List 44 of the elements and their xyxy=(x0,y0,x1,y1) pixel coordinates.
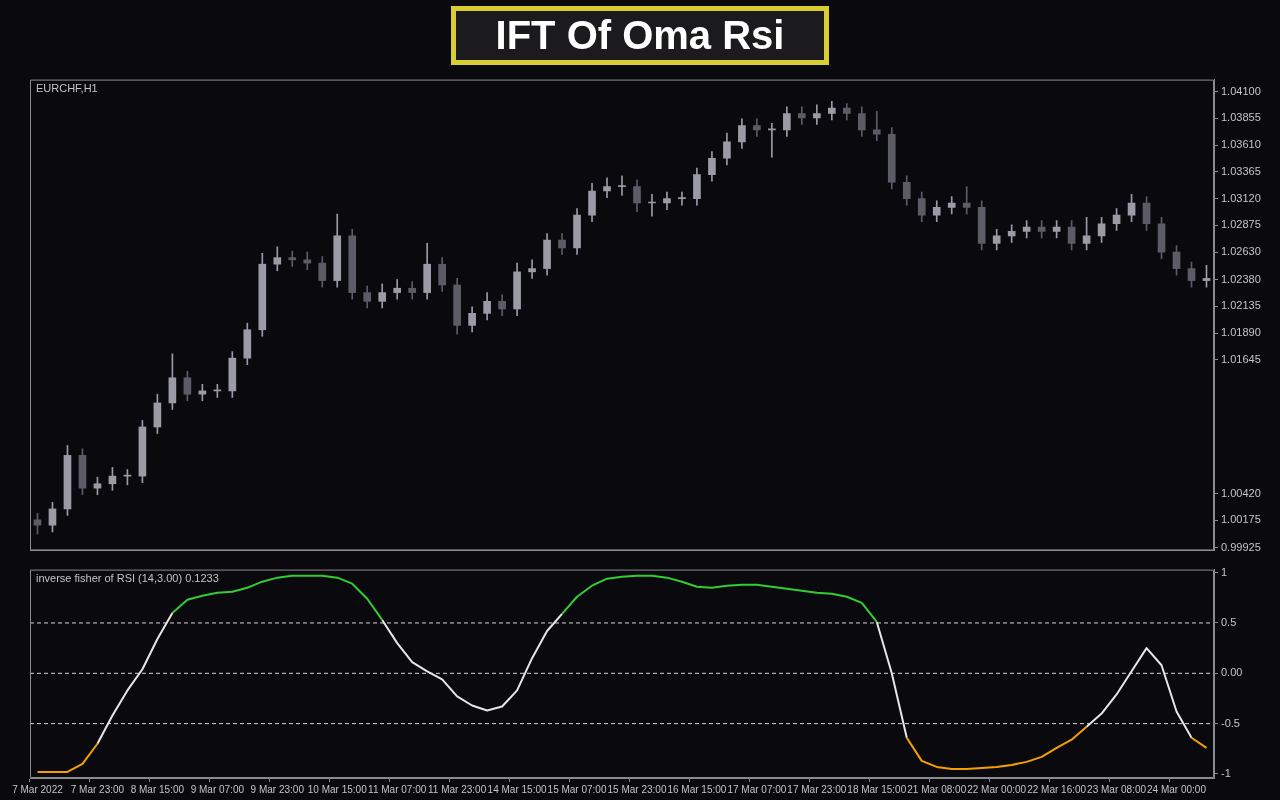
y-tick-label: 1.02630 xyxy=(1221,245,1261,258)
x-tick-label: 15 Mar 23:00 xyxy=(607,783,667,795)
y-tick-label: 1.03610 xyxy=(1221,138,1261,151)
x-tick-label: 10 Mar 15:00 xyxy=(307,783,368,795)
candlestick xyxy=(618,175,626,196)
x-tick-label: 15 Mar 07:00 xyxy=(547,783,607,795)
y-tick-label: 0.99925 xyxy=(1221,540,1261,553)
x-tick-label: 9 Mar 07:00 xyxy=(190,783,245,795)
x-tick-label: 11 Mar 07:00 xyxy=(368,783,427,795)
chart-subtitle: EURCHF,H1 xyxy=(36,82,98,95)
y-tick-label: 0.00 xyxy=(1221,666,1243,679)
y-tick-label: 1.01645 xyxy=(1221,352,1261,365)
chart-title: IFT Of Oma Rsi xyxy=(495,12,785,57)
x-tick-label: 23 Mar 08:00 xyxy=(1087,783,1147,795)
y-tick-label: 1.02135 xyxy=(1221,299,1261,312)
x-tick-label: 17 Mar 07:00 xyxy=(727,783,787,795)
y-tick-label: 1.01890 xyxy=(1221,326,1261,339)
y-tick-label: 1.03120 xyxy=(1221,191,1261,204)
x-tick-label: 17 Mar 23:00 xyxy=(787,783,847,795)
x-tick-label: 11 Mar 23:00 xyxy=(428,783,487,795)
y-tick-label: 1.04100 xyxy=(1221,84,1261,97)
x-tick-label: 24 Mar 00:00 xyxy=(1147,783,1207,795)
y-tick-label: -1 xyxy=(1221,767,1231,779)
x-tick-label: 18 Mar 15:00 xyxy=(847,783,907,795)
x-tick-label: 7 Mar 2022 xyxy=(12,783,64,795)
y-tick-label: 1.02380 xyxy=(1221,272,1261,285)
y-tick-label: 1.00175 xyxy=(1221,513,1261,526)
y-tick-label: 1.02875 xyxy=(1221,218,1261,231)
chart-title: inverse fisher of RSI (14,3.00) 0.1233 xyxy=(36,572,219,585)
y-tick-label: 1.00420 xyxy=(1221,486,1261,499)
x-tick-label: 14 Mar 15:00 xyxy=(487,783,547,795)
y-tick-label: -0.5 xyxy=(1221,716,1240,729)
x-tick-label: 21 Mar 08:00 xyxy=(907,783,967,795)
candlestick xyxy=(678,191,686,206)
y-tick-label: 1.03365 xyxy=(1221,164,1261,177)
x-tick-label: 22 Mar 00:00 xyxy=(967,783,1027,795)
y-tick-label: 0.5 xyxy=(1221,615,1237,628)
x-tick-label: 16 Mar 15:00 xyxy=(667,783,727,795)
x-tick-label: 7 Mar 23:00 xyxy=(70,783,125,795)
y-tick-label: 1 xyxy=(1221,565,1228,578)
y-tick-label: 1.03855 xyxy=(1221,111,1261,124)
x-tick-label: 22 Mar 16:00 xyxy=(1027,783,1087,795)
x-tick-label: 9 Mar 23:00 xyxy=(250,783,305,795)
x-tick-label: 8 Mar 15:00 xyxy=(130,783,185,795)
